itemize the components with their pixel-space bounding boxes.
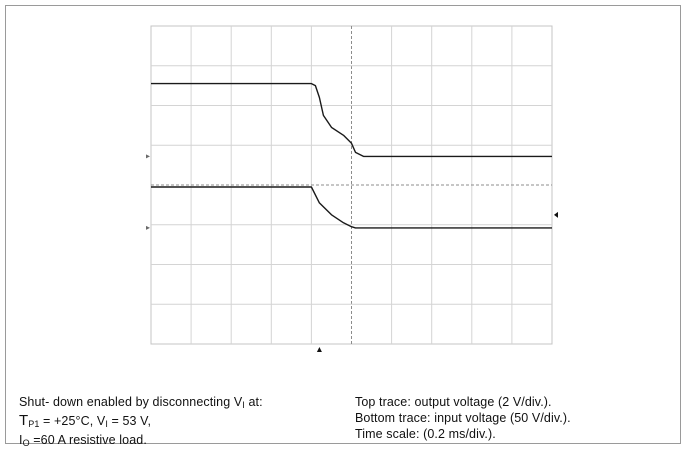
output-voltage-trace [151,82,552,158]
figure-frame: Shut- down enabled by disconnecting VI a… [5,5,681,448]
caption-right-line-2: Bottom trace: input voltage (50 V/div.). [355,411,571,425]
caption-right-line-3: Time scale: (0.2 ms/div.). [355,427,496,441]
oscilloscope-plot [146,25,558,352]
caption-right: Top trace: output voltage (2 V/div.). Bo… [355,394,571,442]
caption-left: Shut- down enabled by disconnecting VI a… [19,394,263,451]
caption-left-line-1: Shut- down enabled by disconnecting VI a… [19,395,263,410]
traces [151,82,552,229]
right-marker [554,211,558,218]
caption-left-line-3: IO =60 A resistive load. [19,433,147,448]
channel-1-ground [146,154,150,159]
caption-left-line-2: TP1 = +25°C, VI = 53 V, [19,412,152,430]
channel-2-ground [146,225,150,230]
scope-markers [146,154,558,352]
grid [151,26,552,344]
input-voltage-trace [151,186,552,229]
trigger-marker [316,347,322,352]
caption-right-line-1: Top trace: output voltage (2 V/div.). [355,395,552,409]
